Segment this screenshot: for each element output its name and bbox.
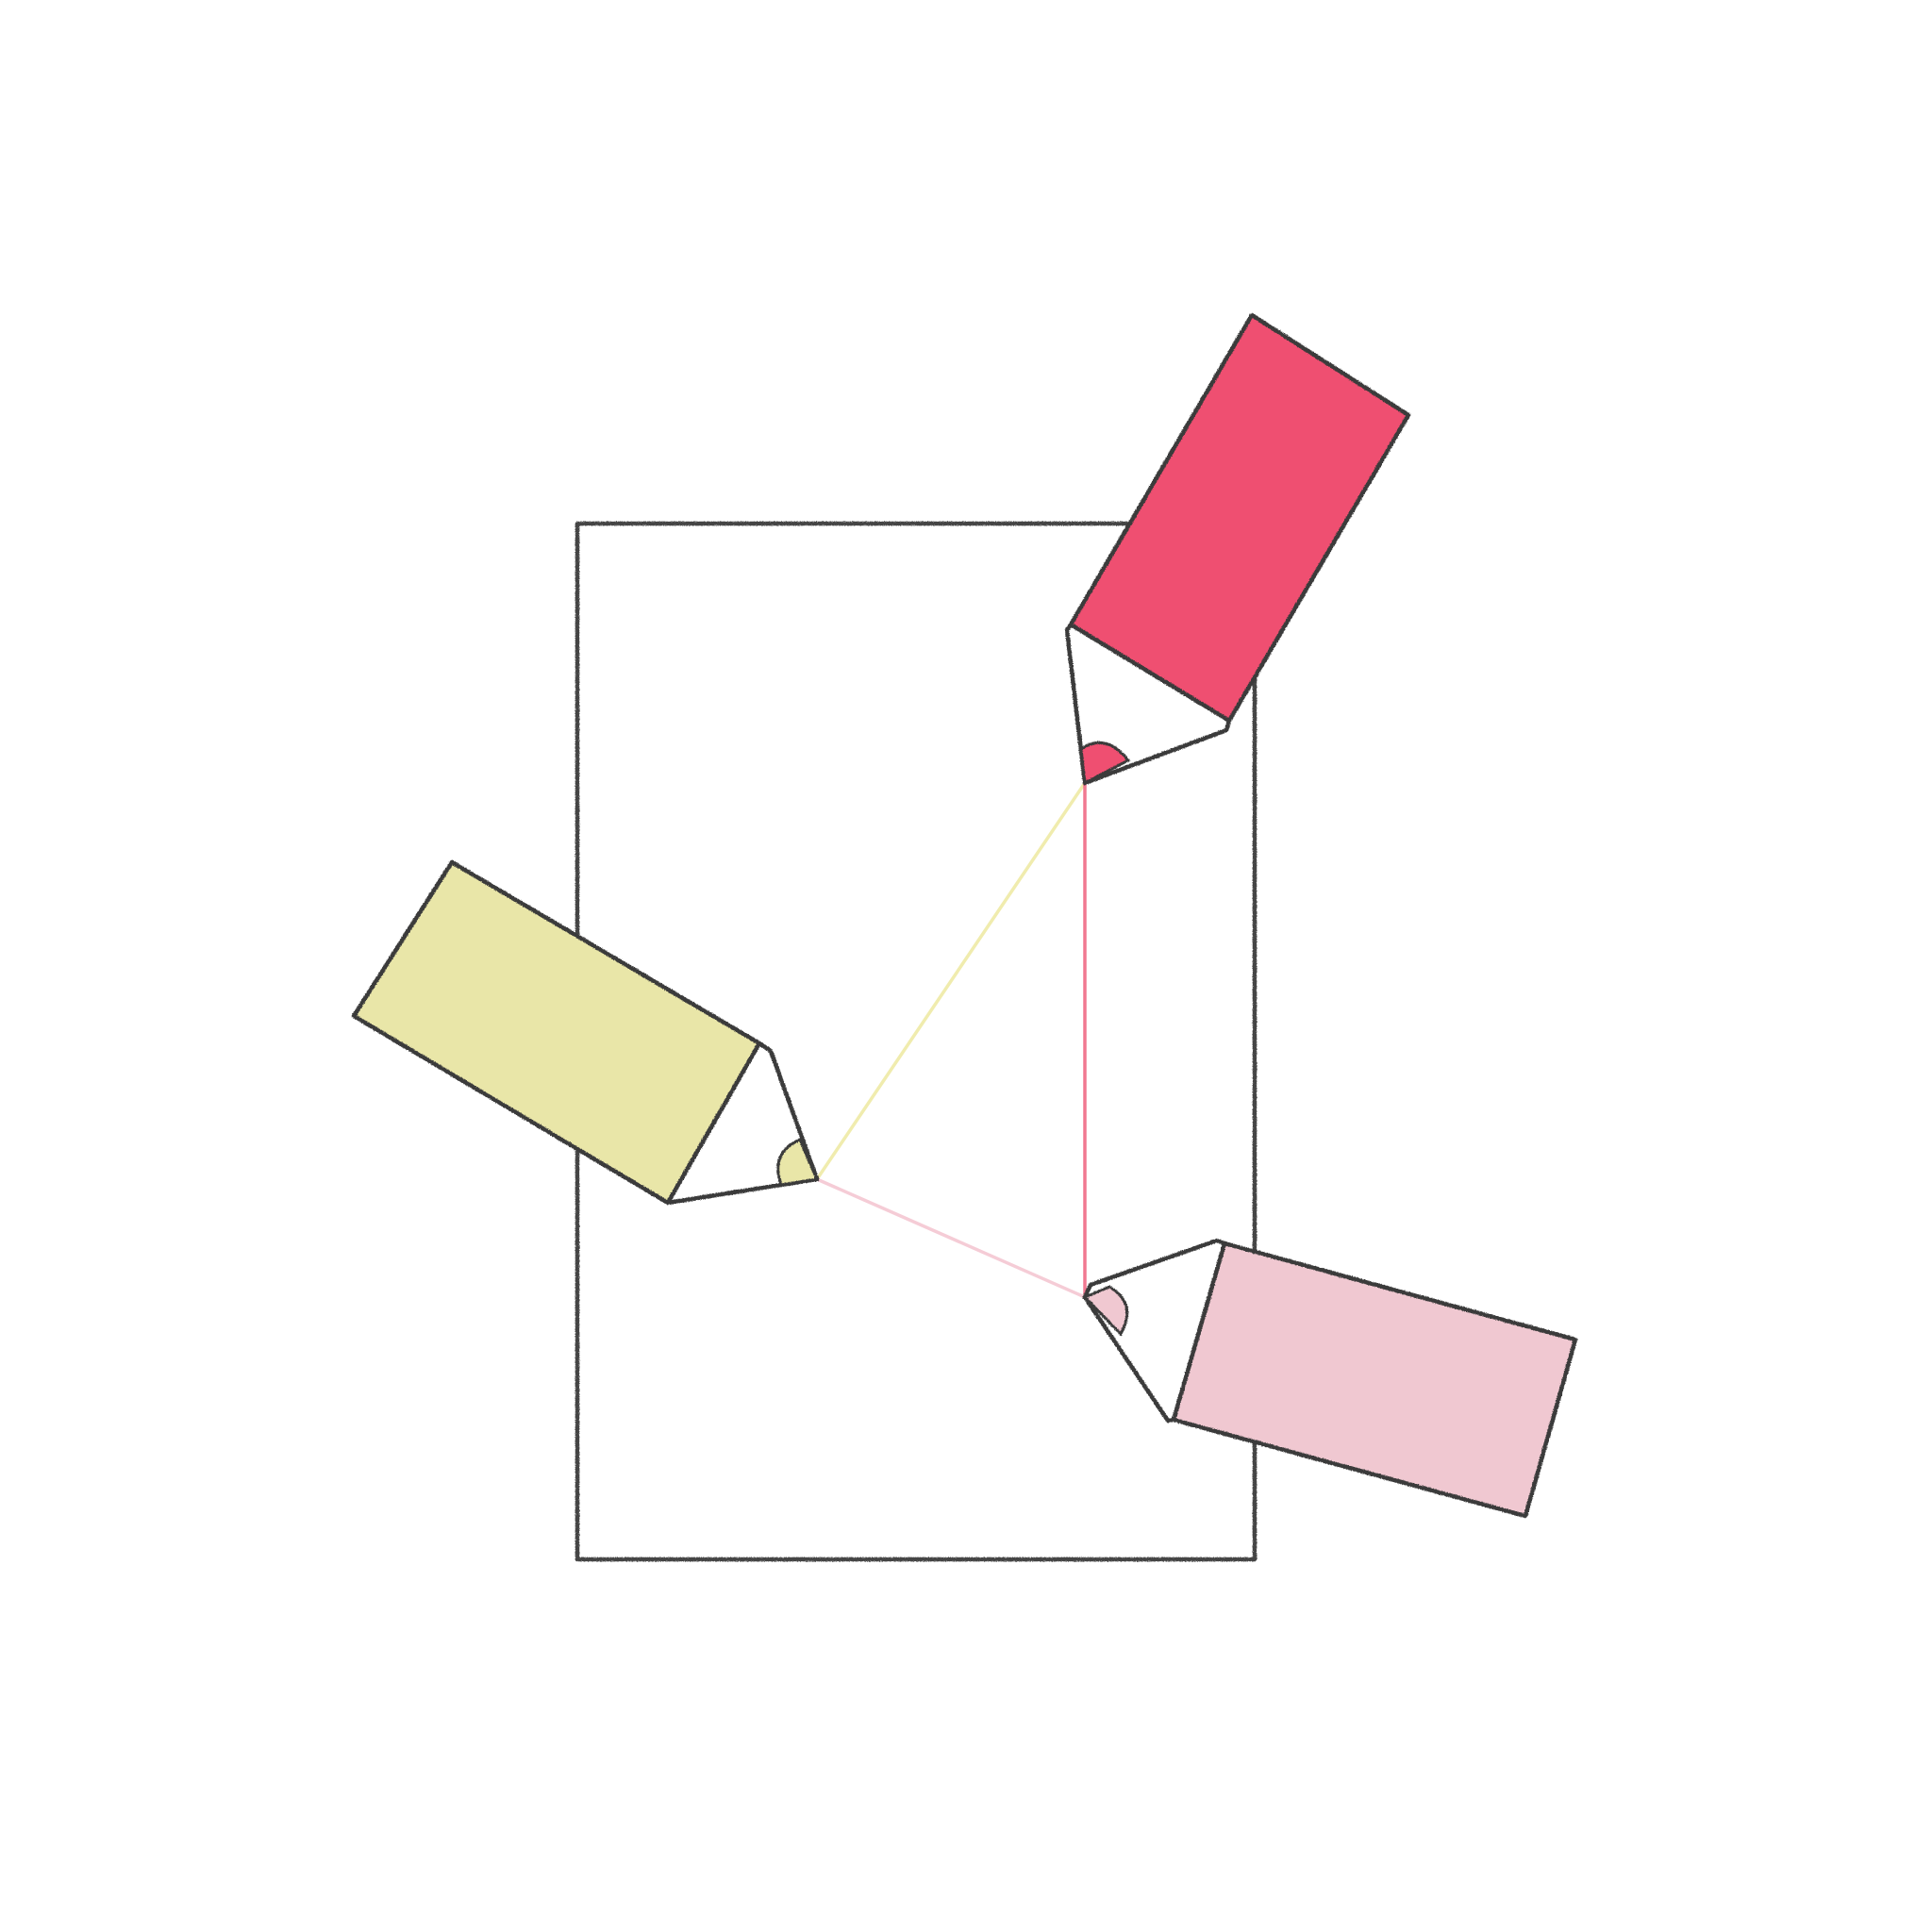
yellow-pencil	[351, 859, 820, 1206]
yellow-pencil-lead	[776, 1138, 820, 1187]
red-pencil-lead	[1079, 741, 1131, 786]
red-pencil	[1064, 312, 1411, 786]
pink-pencil-body	[1171, 1241, 1578, 1519]
pink-pencil-lead	[1082, 1285, 1129, 1337]
pink-pencil	[1082, 1238, 1578, 1519]
pink-drawn-line	[815, 1177, 1087, 1299]
yellow-drawn-line	[815, 781, 1087, 1181]
